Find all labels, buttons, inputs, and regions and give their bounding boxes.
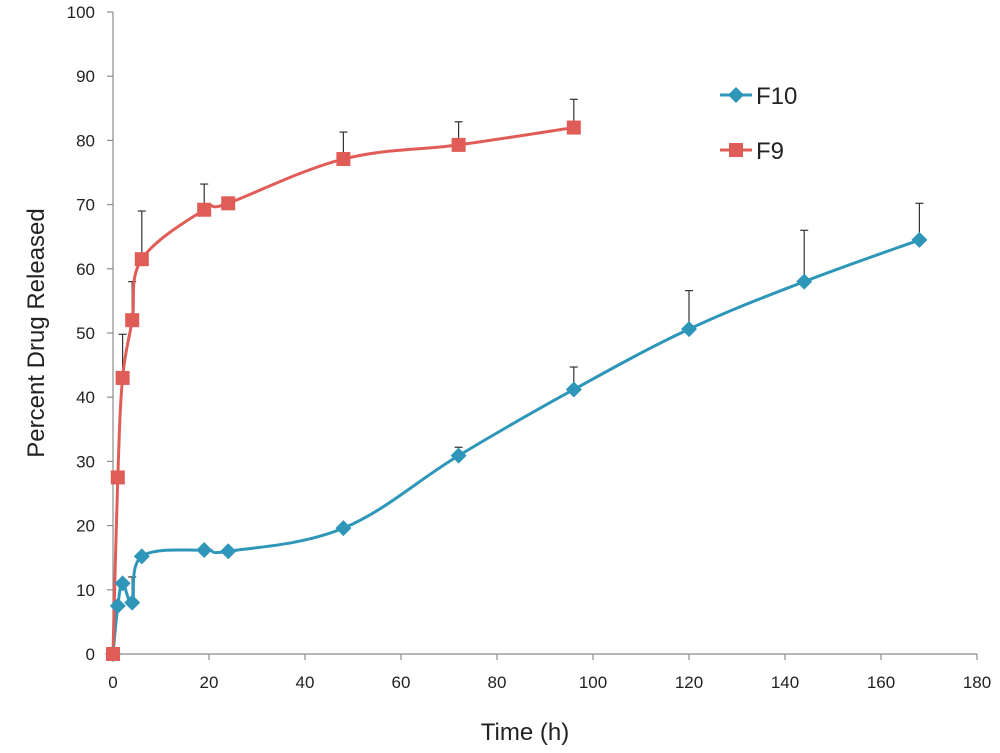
series-markers [105, 120, 928, 662]
x-tick-label: 20 [200, 673, 219, 692]
x-tick-label: 160 [867, 673, 895, 692]
x-tick-label: 60 [392, 673, 411, 692]
point-f9 [115, 370, 130, 385]
point-f10 [133, 548, 150, 565]
point-f10 [220, 543, 237, 560]
y-tick-label: 60 [76, 260, 95, 279]
point-f10 [565, 381, 582, 398]
legend-label-f10: F10 [756, 83, 797, 110]
series-lines [111, 126, 920, 655]
point-f9 [197, 202, 212, 217]
x-tick-label: 100 [579, 673, 607, 692]
y-tick-label: 0 [86, 645, 95, 664]
y-tick-label: 70 [76, 196, 95, 215]
point-f9 [125, 313, 140, 328]
legend-marker-f9 [729, 143, 743, 157]
y-tick-label: 100 [67, 3, 95, 22]
x-tick-label: 140 [771, 673, 799, 692]
point-f10 [911, 231, 928, 248]
y-tick-label: 20 [76, 517, 95, 536]
point-f10 [450, 447, 467, 464]
y-tick-label: 90 [76, 67, 95, 86]
x-tick-label: 120 [675, 673, 703, 692]
x-tick-label: 80 [488, 673, 507, 692]
point-f10 [124, 594, 141, 611]
point-f9 [221, 196, 236, 211]
legend-marker-f10 [728, 87, 744, 103]
point-f10 [109, 597, 126, 614]
x-tick-label: 0 [108, 673, 117, 692]
point-f10 [196, 541, 213, 558]
point-f9 [336, 152, 351, 167]
error-bars [118, 98, 924, 603]
point-f10 [114, 575, 131, 592]
y-tick-label: 30 [76, 452, 95, 471]
legend: F10 F9 [720, 83, 797, 165]
tick-labels: 0 10 20 30 40 50 60 70 80 90 100 0 20 40 60 80 100 120 140… [67, 3, 992, 692]
x-tick-label: 180 [963, 673, 991, 692]
series-line-f9 [111, 126, 575, 655]
axes [107, 11, 978, 660]
point-f10 [335, 520, 352, 537]
y-tick-label: 80 [76, 131, 95, 150]
point-f9 [451, 137, 466, 152]
y-axis-title: Percent Drug Released [23, 208, 50, 457]
y-tick-label: 50 [76, 324, 95, 343]
point-f9 [110, 470, 125, 485]
point-f10 [796, 273, 813, 290]
legend-label-f9: F9 [756, 138, 784, 165]
x-axis-title: Time (h) [481, 719, 569, 746]
point-f9 [566, 120, 581, 135]
point-f10 [681, 321, 697, 338]
series-line-f10 [111, 238, 920, 655]
y-tick-label: 40 [76, 388, 95, 407]
point-f9 [106, 647, 120, 661]
point-f9 [134, 252, 149, 267]
x-tick-label: 40 [296, 673, 315, 692]
y-tick-label: 10 [76, 581, 95, 600]
